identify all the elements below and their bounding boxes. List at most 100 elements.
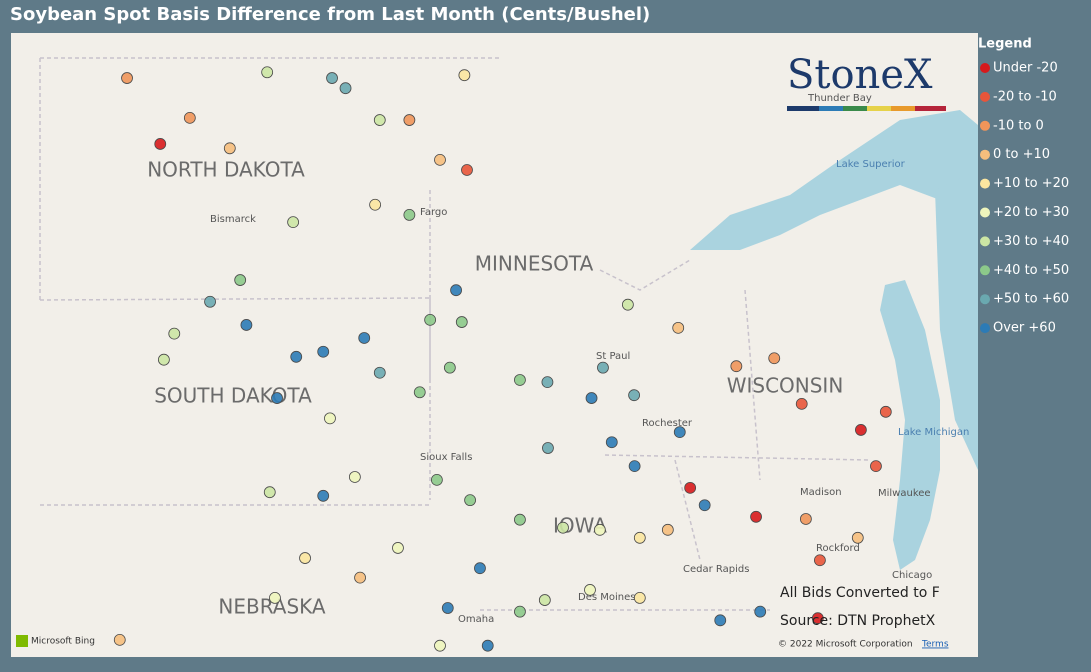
legend-swatch [980, 236, 990, 247]
city-label: Rockford [816, 543, 860, 554]
legend-swatch [980, 120, 990, 131]
basis-point [261, 66, 274, 79]
lake-label: Lake Superior [836, 159, 906, 170]
basis-point [373, 114, 386, 126]
legend-label: Under -20 [993, 61, 1058, 76]
legend-swatch [980, 149, 990, 160]
basis-point [541, 376, 554, 389]
basis-point [514, 374, 526, 386]
basis-point [851, 531, 864, 544]
basis-point [434, 639, 446, 652]
basis-point [514, 605, 526, 618]
legend-label: 0 to +10 [993, 147, 1050, 162]
legend-swatch [980, 178, 990, 189]
basis-point [263, 486, 276, 499]
basis-point [317, 345, 330, 358]
basis-point [633, 531, 646, 544]
basis-point [154, 138, 167, 150]
basis-point [204, 295, 216, 308]
basis-point [430, 473, 443, 486]
basis-point [542, 442, 554, 454]
city-label: Chicago [892, 570, 932, 581]
city-label: Thunder Bay [807, 93, 872, 104]
basis-point [714, 614, 727, 627]
basis-point [698, 499, 711, 512]
basis-point [461, 164, 473, 176]
legend-swatch [980, 91, 990, 102]
basis-point [814, 554, 826, 567]
basis-point [413, 386, 426, 399]
basis-point [585, 392, 598, 404]
basis-point [474, 562, 486, 575]
bing-logo [16, 635, 28, 647]
points [113, 66, 892, 652]
basis-point [458, 69, 471, 82]
basis-point [339, 82, 352, 95]
basis-point [855, 424, 867, 436]
legend-label: Over +60 [993, 321, 1056, 336]
legend-swatch [980, 265, 990, 276]
legend-swatch [980, 294, 990, 305]
basis-point [795, 397, 808, 410]
lake-huron-shape [935, 170, 978, 470]
basis-point [240, 319, 253, 331]
basis-point [605, 436, 618, 449]
legend-label: -10 to 0 [993, 118, 1044, 133]
basis-point [557, 521, 569, 534]
legend: Under -20 -20 to -10 -10 to 0 0 to +10 +10 t… [980, 61, 1069, 336]
map-layer [39, 57, 978, 611]
legend-swatch [980, 63, 990, 73]
basis-point [628, 389, 640, 402]
state-label: MINNESOTA [475, 252, 594, 276]
state-label: SOUTH DAKOTA [154, 384, 312, 408]
state-label: WISCONSIN [727, 374, 844, 398]
basis-point [597, 361, 609, 374]
basis-point [879, 405, 892, 418]
legend-label: +30 to +40 [993, 234, 1069, 249]
legend-label: +10 to +20 [993, 176, 1069, 191]
basis-point [684, 481, 697, 494]
borders [39, 57, 871, 611]
basis-point [424, 313, 437, 326]
basis-point [271, 392, 283, 404]
basis-point [750, 510, 762, 523]
city-label: St Paul [596, 351, 630, 362]
basis-point [450, 284, 462, 297]
basis-point [157, 353, 170, 366]
basis-point [113, 633, 126, 646]
basis-point [811, 612, 824, 625]
map-background [11, 33, 978, 657]
basis-point [593, 523, 606, 536]
basis-point [799, 513, 812, 525]
basis-point [299, 552, 311, 564]
basis-point [672, 321, 685, 334]
basis-point [373, 366, 386, 379]
legend-swatch [980, 323, 990, 334]
lake-michigan-shape [880, 280, 940, 570]
basis-point [768, 352, 781, 365]
basis-point [754, 605, 767, 618]
state-label: NORTH DAKOTA [147, 158, 305, 182]
city-label: Omaha [458, 614, 494, 625]
basis-point [434, 153, 446, 166]
city-label: Bismarck [210, 214, 256, 225]
note: All Bids Converted to F [780, 585, 940, 601]
basis-point [538, 594, 551, 606]
basis-point [358, 332, 371, 344]
city-label: Sioux Falls [420, 452, 472, 463]
basis-point [168, 327, 181, 340]
basis-point [621, 298, 634, 311]
basis-point [441, 602, 454, 614]
basis-point [183, 111, 196, 124]
lake-superior-shape [690, 110, 978, 250]
lake-label: Lake Michigan [898, 427, 969, 438]
basis-point [464, 494, 476, 507]
legend-label: +20 to +30 [993, 205, 1069, 220]
logo-bar [787, 106, 946, 111]
terms-link[interactable]: Terms [921, 640, 949, 650]
legend-label: -20 to -10 [993, 89, 1057, 104]
city-label: Milwaukee [878, 488, 931, 499]
basis-point [633, 591, 646, 604]
